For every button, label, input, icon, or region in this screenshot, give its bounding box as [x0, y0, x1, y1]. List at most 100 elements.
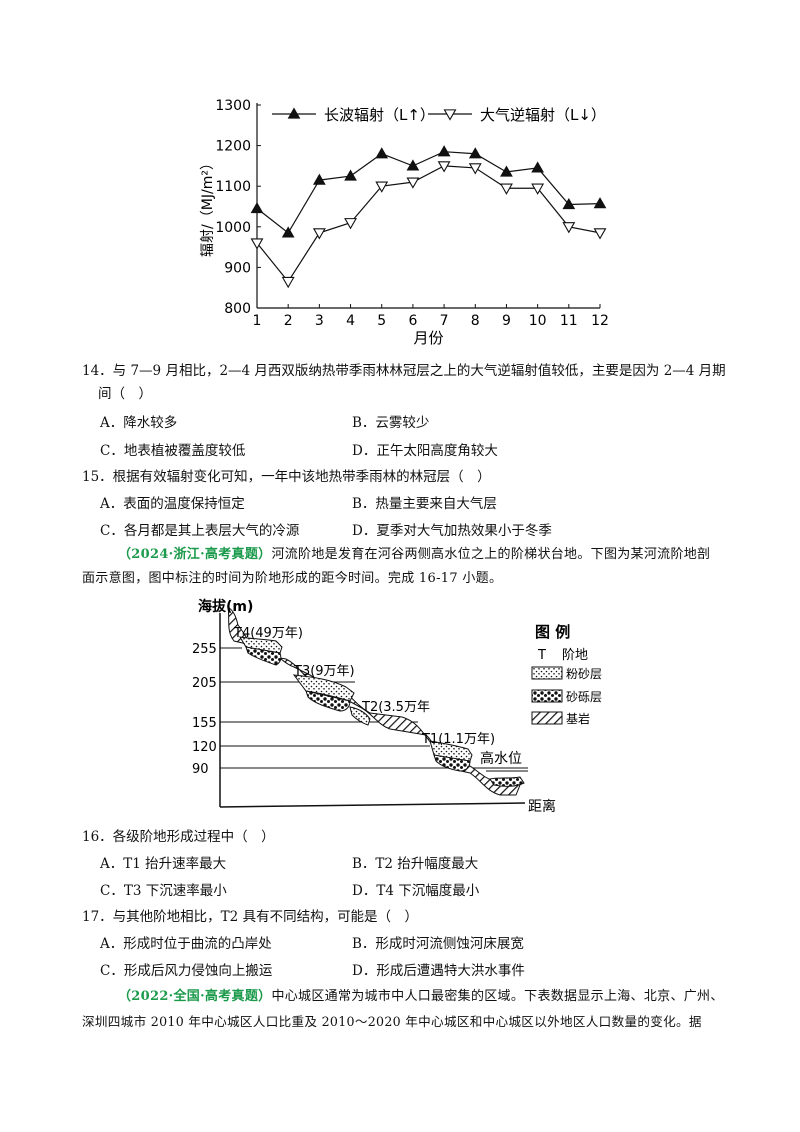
data-point [250, 202, 264, 214]
legend-gravel-label: 砂砾层 [566, 690, 602, 704]
y-tick-label: 1200 [215, 139, 251, 155]
legend-bedrock-label: 基岩 [566, 711, 590, 726]
legend-silt-label: 粉砂层 [566, 667, 602, 681]
high-water-label: 高水位 [480, 750, 522, 767]
q15-option-d: D．夏季对大气加热效果小于冬季 [352, 523, 552, 539]
data-point [562, 197, 576, 210]
y-tick-label: 1000 [215, 220, 251, 236]
y-tick-label: 1100 [215, 179, 251, 195]
diagram-y-label: 海拔(m) [198, 598, 253, 615]
series-line [256, 151, 601, 234]
passage-intro-2: （2022·全国·高考真题）中心城区通常为城市中人口最密集的区域。下表数据显示上… [118, 986, 724, 1008]
series-1 [250, 145, 607, 238]
chart-series [250, 145, 607, 289]
elevation-label: 90 [192, 762, 209, 777]
data-point [500, 165, 513, 177]
x-tick-label: 2 [284, 313, 293, 329]
q16-option-d: D．T4 下沉幅度最小 [352, 883, 480, 899]
x-tick-label: 5 [377, 313, 386, 329]
source-tag: （2022·全国·高考真题） [118, 989, 272, 1004]
chart-legend: 长波辐射（L↑） 大气逆辐射（L↓） [272, 106, 606, 124]
data-point [281, 226, 295, 238]
t2-deposit [349, 706, 371, 726]
legend-gravel-swatch [531, 689, 563, 703]
data-point [437, 161, 451, 173]
t1-gravel-layer [433, 754, 471, 772]
series-2 [250, 161, 607, 289]
data-point [375, 181, 389, 193]
q14-stem: 14．与 7—9 月相比，2—4 月西双版纳热带季雨林林冠层之上的大气逆辐射值较… [82, 363, 726, 379]
intro-line: 河流阶地是发育在河谷两侧高水位之上的阶梯状台地。下图为某河流阶地剖 [271, 547, 711, 562]
x-tick-label: 1 [253, 313, 262, 329]
elevation-label: 120 [192, 740, 217, 755]
q16-option-c: C．T3 下沉速率最小 [100, 883, 227, 899]
elevation-label: 155 [192, 716, 217, 731]
data-point [468, 147, 482, 159]
passage-intro-1: （2024·浙江·高考真题）河流阶地是发育在河谷两侧高水位之上的阶梯状台地。下图… [118, 544, 710, 566]
terrace-label-t1: T1(1.1万年) [421, 732, 495, 747]
x-tick-label: 7 [440, 313, 449, 329]
q17-option-a: A．形成时位于曲流的凸岸处 [100, 936, 272, 952]
x-tick-label: 9 [502, 313, 511, 329]
q15-option-b: B．热量主要来自大气层 [352, 496, 497, 512]
bedrock-band [227, 605, 521, 796]
terrace-label-t4: T4(49万年) [233, 626, 303, 641]
intro-line: 深圳四城市 2010 年中心城区人口比重及 2010～2020 年中心城区和中心… [82, 1014, 702, 1029]
x-axis [219, 802, 526, 808]
data-point [468, 163, 482, 175]
t4-gravel-layer [245, 646, 282, 666]
legend-bedrock-swatch [531, 711, 563, 725]
q17-stem: 17．与其他阶地相比，T2 具有不同结构，可能是（ ） [82, 909, 419, 925]
data-point [500, 183, 513, 195]
y-tick-label: 900 [224, 260, 251, 276]
data-point [593, 228, 607, 240]
data-point [313, 173, 326, 185]
q14-option-b: B．云雾较少 [352, 415, 430, 431]
q16-option-b: B．T2 抬升幅度最大 [352, 856, 479, 872]
y-tick-label: 1300 [215, 98, 251, 114]
q17-option-c: C．形成后风力侵蚀向上搬运 [100, 963, 273, 979]
x-tick-label: 8 [471, 313, 480, 329]
x-tick-label: 11 [560, 313, 578, 329]
q15-option-c: C．各月都是其上表层大气的冷源 [100, 523, 300, 539]
data-point [593, 197, 607, 209]
x-tick-label: 6 [408, 313, 417, 329]
x-tick-label: 12 [591, 313, 609, 329]
intro-line: 面示意图，图中标注的时间为阶地形成的距今时间。完成 16-17 小题。 [82, 571, 503, 586]
legend-terrace-symbol: T [537, 648, 546, 663]
legend-silt-swatch [531, 666, 563, 680]
diagram-legend: 图 例 T 阶地 粉砂层 砂砾层 基岩 [531, 623, 602, 726]
q17-option-d: D．形成后遭遇特大洪水事件 [352, 963, 525, 979]
x-tick-label: 10 [529, 313, 547, 329]
series-line [256, 165, 601, 283]
data-point [344, 218, 357, 230]
legend-terrace-label: 阶地 [562, 648, 588, 663]
source-tag: （2024·浙江·高考真题） [118, 547, 272, 562]
legend-marker [443, 109, 457, 121]
data-point [531, 161, 544, 173]
terrace-label-t2: T2(3.5万年 [361, 700, 430, 715]
q14-option-a: A．降水较多 [100, 415, 178, 431]
y-tick-label: 800 [224, 301, 251, 317]
elevation-label: 255 [192, 642, 217, 657]
diagram-x-label: 距离 [528, 798, 556, 815]
q14-stem-cont: 间（ ） [98, 386, 152, 402]
q16-option-a: A．T1 抬升速率最大 [100, 856, 227, 872]
data-point [437, 145, 451, 157]
x-tick-label: 3 [315, 313, 324, 329]
legend-label: 长波辐射（L↑） [324, 106, 435, 124]
legend-title: 图 例 [535, 623, 570, 641]
river-terrace-diagram: 海拔(m) 255 205 155 120 90 T4(49万年) T3(9万年… [192, 598, 602, 815]
q17-option-b: B．形成时河流侧蚀河床展宽 [352, 936, 524, 952]
data-point [312, 228, 326, 240]
q15-option-a: A．表面的温度保持恒定 [100, 496, 245, 512]
legend-label: 大气逆辐射（L↓） [480, 106, 606, 124]
data-point [562, 222, 576, 234]
intro-line: 中心城区通常为城市中人口最密集的区域。下表数据显示上海、北京、广州、 [271, 989, 724, 1004]
q15-stem: 15．根据有效辐射变化可知，一年中该地热带季雨林的林冠层（ ） [82, 469, 491, 485]
data-point [531, 183, 545, 195]
channel-gravel [489, 776, 525, 787]
legend-marker [287, 107, 301, 119]
t3-gravel-layer [305, 690, 351, 712]
